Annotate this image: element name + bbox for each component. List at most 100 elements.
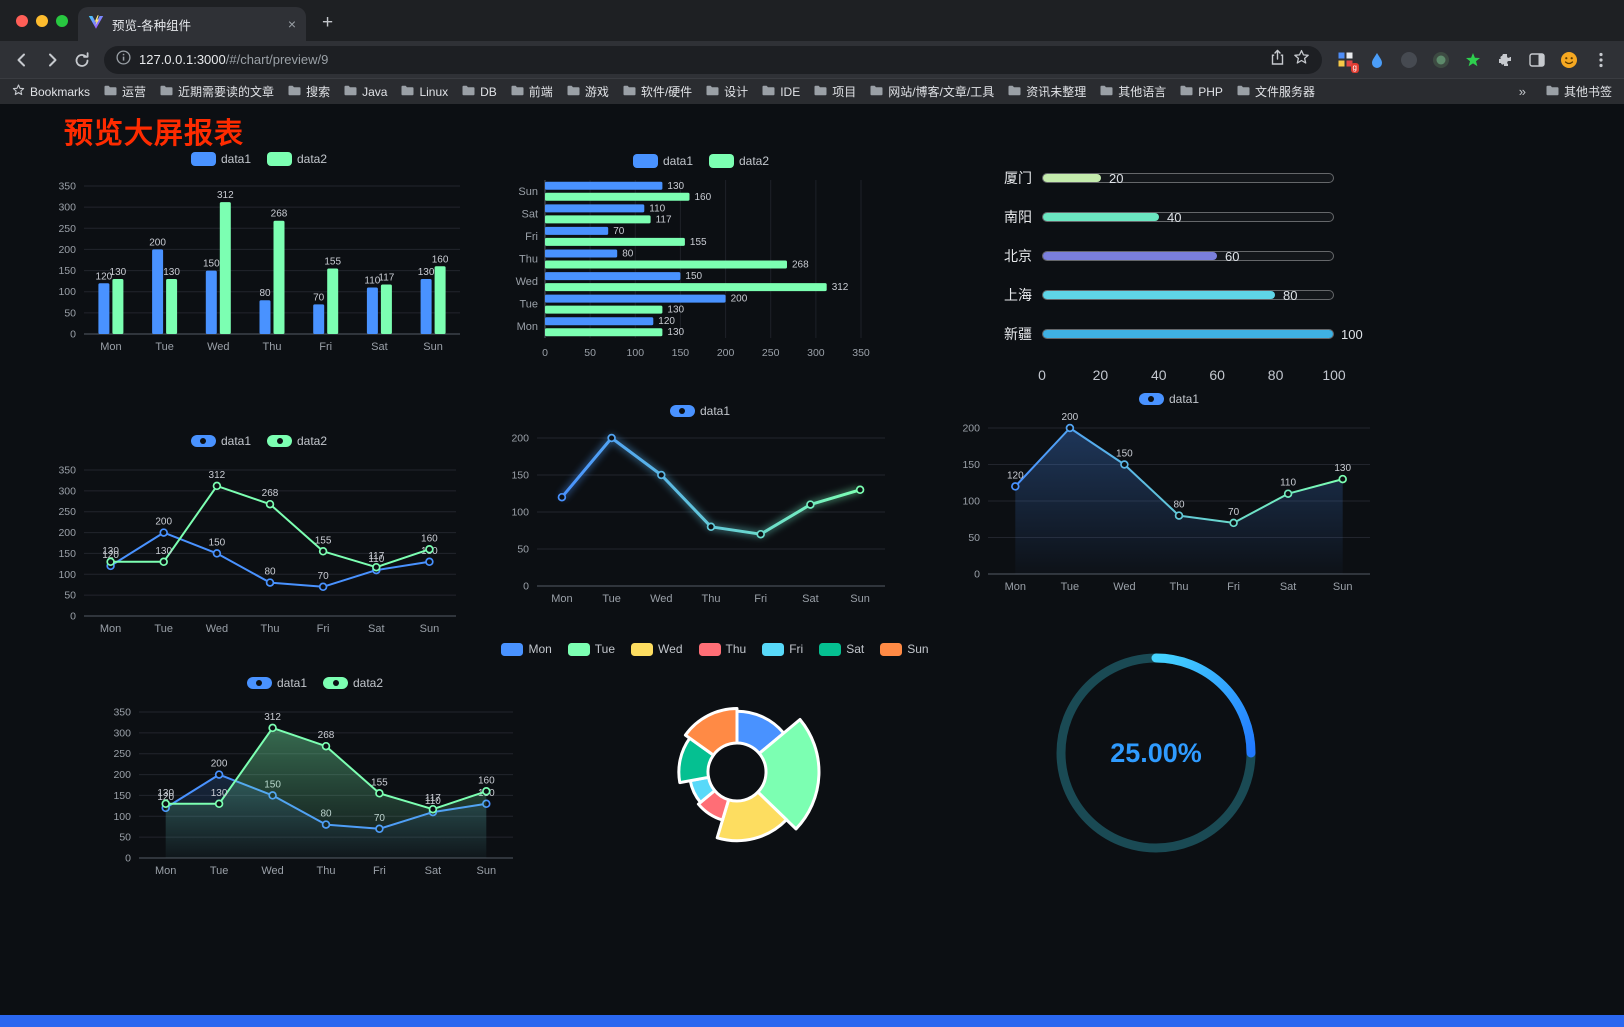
svg-text:250: 250 (762, 347, 780, 359)
svg-text:Fri: Fri (319, 341, 332, 353)
folder-icon (623, 85, 636, 99)
svg-text:Thu: Thu (1170, 581, 1189, 593)
legend-item[interactable]: data1 (190, 152, 251, 166)
svg-text:200: 200 (731, 294, 748, 305)
svg-text:312: 312 (209, 470, 226, 481)
bookmark-item[interactable]: IDE (762, 85, 800, 99)
legend-marker (709, 154, 734, 168)
tab-close-icon[interactable]: × (287, 16, 296, 32)
svg-text:50: 50 (584, 347, 596, 359)
legend-marker (632, 154, 658, 168)
svg-text:150: 150 (113, 790, 131, 802)
bookmark-item[interactable]: 文件服务器 (1237, 83, 1315, 100)
svg-text:Fri: Fri (525, 231, 538, 243)
dark-circle-icon[interactable] (1398, 49, 1420, 71)
legend-item[interactable]: data1 (246, 676, 307, 690)
bookmark-item[interactable]: 网站/博客/文章/工具 (870, 83, 994, 100)
back-button[interactable] (8, 46, 36, 74)
svg-text:Wed: Wed (206, 623, 228, 635)
bookmark-item[interactable]: 项目 (814, 83, 856, 100)
folder-icon (814, 85, 827, 99)
svg-text:312: 312 (832, 282, 849, 293)
legend-item[interactable]: data1 (632, 154, 693, 168)
legend-item[interactable]: Thu (698, 642, 746, 656)
bookmark-item[interactable]: 近期需要读的文章 (160, 83, 274, 100)
svg-text:50: 50 (968, 532, 980, 544)
extension-grid-icon[interactable]: g (1334, 49, 1359, 73)
bookmark-item[interactable]: 资讯未整理 (1008, 83, 1086, 100)
bookmark-item[interactable]: 其他语言 (1100, 83, 1166, 100)
legend-item[interactable]: Wed (631, 642, 683, 656)
other-bookmarks[interactable]: 其他书签 (1546, 83, 1612, 100)
puzzle-icon[interactable] (1494, 49, 1516, 71)
legend-item[interactable]: Mon (501, 642, 552, 656)
svg-text:110: 110 (425, 796, 441, 807)
legend-marker (819, 642, 842, 656)
bookmark-item[interactable]: 设计 (706, 83, 748, 100)
side-panel-icon[interactable] (1526, 49, 1548, 71)
green-star-icon[interactable] (1462, 49, 1484, 71)
legend-item[interactable]: data2 (323, 676, 383, 690)
svg-text:70: 70 (313, 292, 325, 303)
folder-icon (344, 85, 357, 99)
bookmark-items: 运营 近期需要读的文章 搜索 Java Linux DB 前端 游戏 软件/硬件 设计 IDE 项目网… (104, 83, 1505, 100)
traffic-light-minimize[interactable] (36, 15, 48, 27)
legend-item[interactable]: data1 (669, 404, 730, 418)
bookmark-item[interactable]: 前端 (511, 83, 553, 100)
folder-icon (160, 85, 173, 99)
browser-tab[interactable]: 预览-各种组件 × (78, 7, 306, 41)
bookmark-item[interactable]: PHP (1180, 85, 1223, 99)
legend-item[interactable]: data1 (190, 434, 251, 448)
progress-track: 40 (1042, 210, 1334, 225)
bookmark-item[interactable]: 运营 (104, 83, 146, 100)
bookmark-item[interactable]: 游戏 (567, 83, 609, 100)
overflow-chevron-icon[interactable]: » (1518, 84, 1526, 99)
progress-row: 北京 60 (988, 236, 1380, 275)
address-bar[interactable]: 127.0.0.1:3000/#/chart/preview/9 (104, 45, 1322, 74)
traffic-light-close[interactable] (16, 15, 28, 27)
green-circle-icon[interactable] (1430, 49, 1452, 71)
svg-text:130: 130 (102, 546, 119, 557)
svg-text:268: 268 (271, 209, 288, 220)
drop-icon[interactable] (1366, 49, 1388, 71)
reload-button[interactable] (68, 46, 96, 74)
share-icon[interactable] (1270, 49, 1285, 71)
legend-item[interactable]: data2 (267, 434, 327, 448)
legend-item[interactable]: Sat (819, 642, 864, 656)
svg-text:200: 200 (58, 244, 76, 256)
legend-item[interactable]: data2 (267, 152, 327, 166)
emoji-icon[interactable] (1558, 49, 1580, 71)
legend-item[interactable]: Tue (567, 642, 615, 656)
horizontal-bar-chart: data1 data2 0 50 100 150 200 250 300 350 Mon 120 13… (505, 150, 897, 367)
bookmarks-root[interactable]: Bookmarks (12, 84, 90, 99)
bookmark-item[interactable]: 搜索 (288, 83, 330, 100)
traffic-light-zoom[interactable] (56, 15, 68, 27)
svg-text:70: 70 (1228, 507, 1240, 518)
bookmark-star-icon[interactable] (1293, 49, 1310, 70)
site-info-icon[interactable] (116, 49, 131, 70)
legend-item[interactable]: data1 (1138, 392, 1199, 406)
folder-icon (706, 85, 719, 99)
bookmark-item[interactable]: Java (344, 85, 387, 99)
svg-text:80: 80 (259, 288, 271, 299)
legend-item[interactable]: Fri (762, 642, 803, 656)
menu-kebab-icon[interactable] (1590, 49, 1612, 71)
tab-title: 预览-各种组件 (112, 18, 192, 33)
folder-icon (762, 85, 775, 99)
chart-legend: data1 (952, 388, 1386, 410)
legend-item[interactable]: Sun (880, 642, 929, 656)
bookmark-item[interactable]: 软件/硬件 (623, 83, 692, 100)
svg-text:300: 300 (807, 347, 825, 359)
chart-legend: data1 (503, 400, 897, 422)
dual-area-line-svg: 0 50 100 150 200 250 300 350 Mon Tue Wed Thu Fri Sat S… (113, 707, 513, 877)
legend-item[interactable]: data2 (709, 154, 769, 168)
forward-button[interactable] (38, 46, 66, 74)
svg-text:160: 160 (421, 533, 438, 544)
svg-text:200: 200 (1062, 412, 1079, 423)
new-tab-button[interactable]: + (322, 12, 334, 33)
bookmark-item[interactable]: Linux (401, 85, 448, 99)
svg-text:312: 312 (217, 190, 234, 201)
svg-text:Tue: Tue (519, 299, 538, 311)
bookmark-item[interactable]: DB (462, 85, 497, 99)
svg-text:268: 268 (792, 260, 809, 271)
